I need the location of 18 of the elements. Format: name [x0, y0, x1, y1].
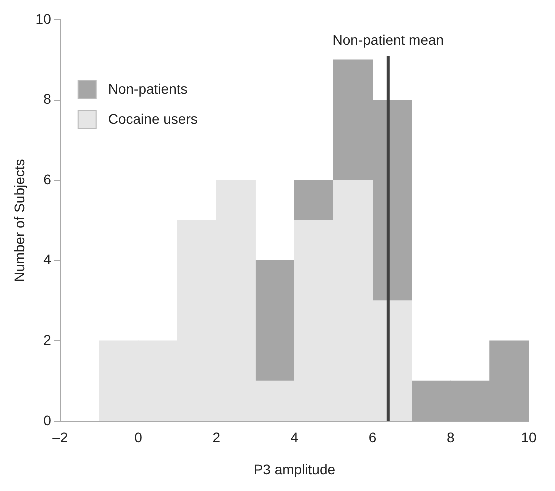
x-tick-label: 2: [212, 430, 221, 446]
y-tick-label: 0: [44, 412, 52, 428]
x-tick-label: 4: [290, 430, 299, 446]
x-tick-label: 8: [446, 430, 455, 446]
y-tick-label: 6: [44, 171, 52, 188]
x-tick-label: 10: [521, 430, 537, 446]
legend-label: Cocaine users: [108, 110, 198, 127]
x-tick-label: 0: [134, 430, 143, 446]
x-axis-title: P3 amplitude: [254, 461, 336, 478]
y-tick-label: 10: [36, 10, 52, 27]
ref-line-label: Non-patient mean: [332, 32, 444, 48]
x-tick-label: –2: [52, 430, 68, 446]
y-tick-label: 4: [44, 252, 52, 268]
y-axis-title: Number of Subjects: [11, 159, 28, 282]
y-tick-label: 2: [44, 332, 52, 348]
y-tick-label: 8: [44, 91, 52, 108]
x-tick-label: 6: [368, 430, 377, 446]
legend-label: Non-patients: [108, 80, 188, 97]
